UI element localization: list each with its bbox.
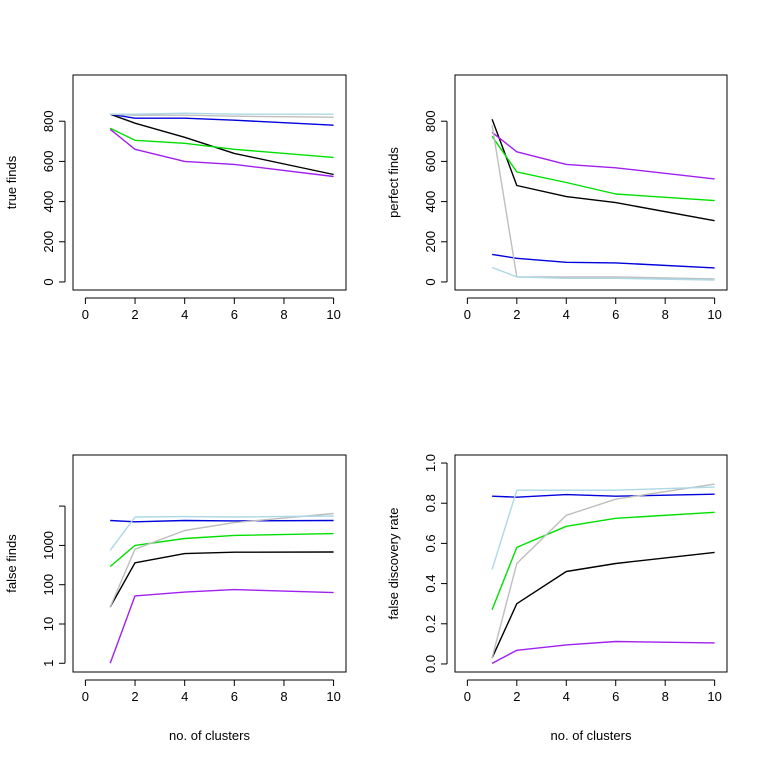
x-tick-label: 2 [131, 689, 138, 704]
x-tick-label: 10 [707, 689, 721, 704]
chart-panel-4: 0 2 4 6 8 10 0.0 0.2 0.4 0.6 0.8 1.0 false discovery… [386, 454, 728, 743]
x-tick-label: 6 [612, 689, 619, 704]
series-line-6 [109, 515, 334, 551]
y-tick-label: 200 [41, 231, 56, 253]
x-tick-label: 0 [464, 307, 471, 322]
x-tick-label: 2 [131, 307, 138, 322]
x-tick-label: 6 [231, 689, 238, 704]
series-line-1 [109, 551, 334, 608]
y-tick-label: 1000 [41, 531, 56, 560]
x-tick-label: 6 [612, 307, 619, 322]
series-line-1 [491, 551, 715, 659]
y-tick-label: 0.2 [423, 615, 438, 633]
y-axis-title: false discovery rate [386, 508, 401, 620]
y-tick-label: 0 [41, 278, 56, 285]
plot-frame [454, 74, 728, 291]
chart-panel-1: 0 2 4 6 8 10 0 200 400 600 800 true finds [4, 74, 347, 322]
series-line-6 [491, 266, 715, 281]
y-tick-label: 800 [41, 110, 56, 132]
series-line-6 [110, 112, 334, 115]
chart-panel-2: 0 2 4 6 8 10 0 200 400 600 800 perfect finds [386, 74, 728, 322]
y-tick-label: 600 [41, 151, 56, 173]
series-line-5 [109, 512, 334, 608]
plot-frame [72, 454, 347, 673]
series-line-2 [109, 127, 334, 159]
x-tick-label: 6 [231, 307, 238, 322]
series-line-1 [491, 118, 715, 222]
x-tick-label: 8 [662, 689, 669, 704]
y-axis-title: true finds [4, 155, 19, 209]
x-tick-label: 10 [707, 307, 721, 322]
plot-frame [72, 74, 347, 291]
y-tick-label: 0.0 [423, 655, 438, 673]
y-tick-label: 400 [423, 191, 438, 213]
x-tick-label: 0 [82, 307, 89, 322]
series-line-2 [109, 532, 334, 568]
x-tick-label: 10 [326, 307, 340, 322]
series-line-2 [491, 135, 715, 202]
x-tick-label: 2 [513, 689, 520, 704]
y-axis-title: perfect finds [386, 147, 401, 218]
series-line-4 [491, 253, 715, 269]
series-line-4 [110, 519, 334, 523]
series-line-4 [492, 493, 715, 498]
x-tick-label: 10 [326, 689, 340, 704]
x-tick-label: 4 [181, 689, 188, 704]
x-tick-label: 8 [280, 307, 287, 322]
y-tick-label: 200 [423, 231, 438, 253]
y-tick-label: 100 [41, 574, 56, 596]
x-tick-label: 4 [181, 307, 188, 322]
y-tick-label: 1 [41, 660, 56, 667]
y-tick-label: 800 [423, 110, 438, 132]
series-line-3 [109, 588, 334, 664]
x-tick-label: 4 [563, 307, 570, 322]
y-tick-label: 400 [41, 191, 56, 213]
plot-frame [454, 454, 728, 673]
series-line-3 [491, 131, 715, 180]
x-tick-label: 0 [464, 689, 471, 704]
y-tick-label: 0.4 [423, 575, 438, 593]
x-tick-label: 8 [662, 307, 669, 322]
series-line-3 [109, 128, 334, 178]
series-line-4 [110, 113, 334, 126]
y-tick-label: 1.0 [423, 454, 438, 472]
series-line-3 [491, 640, 715, 665]
y-tick-label: 0.6 [423, 534, 438, 552]
x-tick-label: 8 [280, 689, 287, 704]
chart-panel-3: 0 2 4 6 8 10 1 10 100 1000 false finds no. of clust… [4, 454, 347, 743]
x-tick-label: 4 [563, 689, 570, 704]
series-line-5 [491, 483, 715, 659]
y-tick-label: 10 [41, 617, 56, 631]
y-tick-label: 0.8 [423, 494, 438, 512]
y-tick-label: 600 [423, 151, 438, 173]
y-tick-label: 0 [423, 278, 438, 285]
x-tick-label: 0 [82, 689, 89, 704]
series-line-1 [109, 113, 334, 176]
series-line-6 [491, 486, 715, 570]
x-axis-title: no. of clusters [551, 728, 632, 743]
x-tick-label: 2 [513, 307, 520, 322]
series-line-2 [491, 511, 715, 610]
x-axis-title: no. of clusters [169, 728, 250, 743]
y-axis-title: false finds [4, 534, 19, 593]
series-line-5 [491, 125, 715, 280]
